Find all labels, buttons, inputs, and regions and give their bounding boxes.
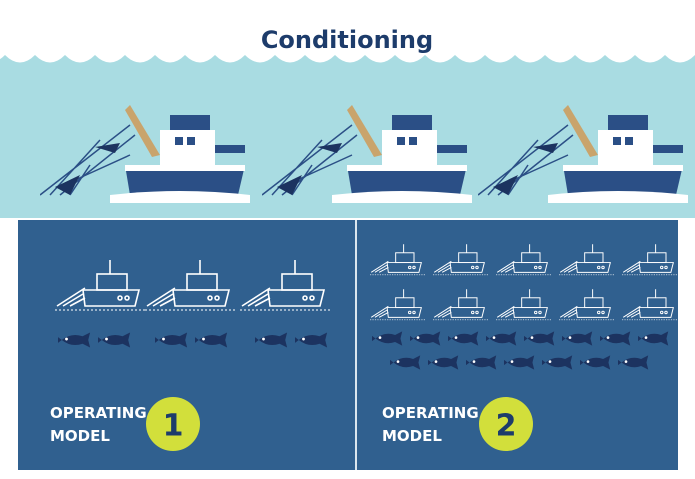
panel-label: OPERATING [382,404,479,422]
panel-number: 2 [496,409,517,444]
title: Conditioning [261,26,433,54]
panel-label: OPERATING [50,404,147,422]
badge [146,397,200,451]
panel-area [18,220,678,470]
panel-label: MODEL [50,427,110,445]
panel-label: MODEL [382,427,442,445]
panel-number: 1 [163,409,184,444]
badge [479,397,533,451]
wave-edge [0,0,695,63]
